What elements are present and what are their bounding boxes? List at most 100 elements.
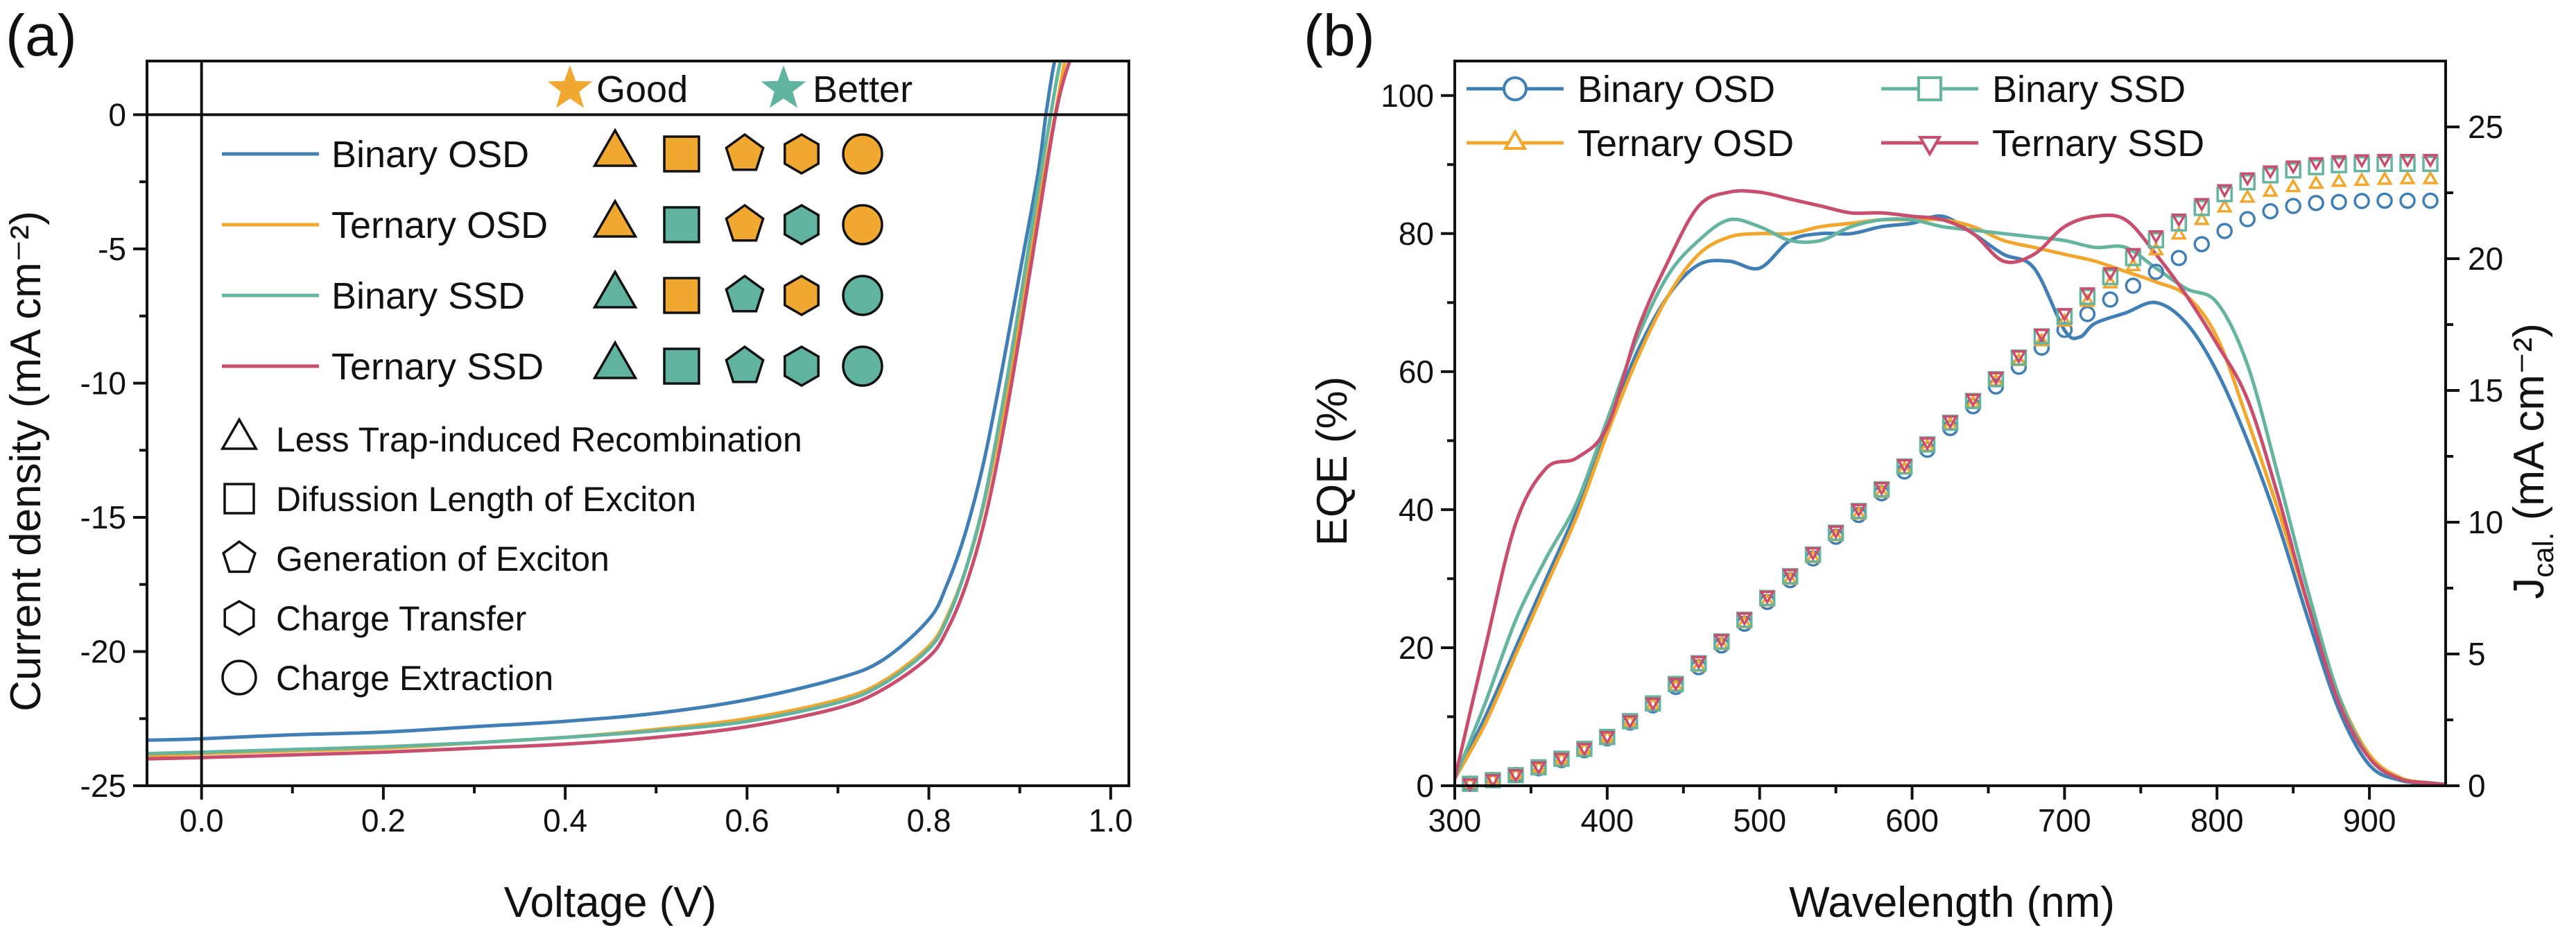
good-key-label: Good <box>596 69 688 110</box>
eqe-curve-3 <box>1453 189 2446 786</box>
jcal-point-3 <box>2239 172 2256 187</box>
b-legend-marker-2 <box>1917 76 1942 101</box>
jcal-point-3 <box>2125 248 2142 262</box>
panel-b-jcal-markers <box>1462 153 2439 793</box>
b-y2-tick-label: 20 <box>2468 241 2503 277</box>
note-pentagon: Generation of Exciton <box>276 540 610 578</box>
panel-b-eqe-lines <box>1453 189 2446 786</box>
b-y2-tick-label: 5 <box>2468 636 2486 672</box>
jcal-point-3 <box>1530 761 1547 776</box>
jcal-point-2 <box>2193 200 2210 216</box>
jcal-point-0 <box>2376 192 2393 209</box>
b-x-tick-label: 300 <box>1428 802 1482 838</box>
jcal-point-2 <box>2079 289 2096 305</box>
jcal-point-0 <box>2239 211 2256 227</box>
jcal-point-3 <box>2033 329 2050 343</box>
panel-a-legend: Good Better Binary OSD Ternary OSD Binary SS… <box>220 65 913 698</box>
jcal-point-0 <box>2102 291 2119 308</box>
triangle-status-marker <box>592 198 638 238</box>
jcal-point-3 <box>1873 481 1890 497</box>
jcal-point-3 <box>1804 547 1822 562</box>
legend-label-series-3: Ternary SSD <box>331 346 544 388</box>
triangle-status-marker <box>592 128 638 167</box>
jcal-point-0 <box>2216 223 2233 239</box>
jv-curve-3 <box>147 61 1072 761</box>
b-y2-tick-label: 15 <box>2468 372 2503 408</box>
panel-a-jv-chart: (a) 0.0 0.2 0.4 0.6 0.8 1.0 0 -5 -10 -15 -20 -25 Cu… <box>2 3 1133 927</box>
legend-label-series-0: Binary OSD <box>331 134 529 175</box>
jcal-point-3 <box>2399 153 2416 169</box>
b-x-tick-label: 400 <box>1580 802 1634 838</box>
jcal-point-2 <box>2262 167 2279 184</box>
jcal-point-0 <box>2147 264 2165 280</box>
jcal-point-1 <box>2308 175 2324 189</box>
pentagon-status-marker <box>725 132 765 171</box>
square-status-marker <box>663 277 700 314</box>
jcal-point-0 <box>2170 250 2188 266</box>
b-legend-label-series-1: Ternary OSD <box>1577 123 1794 164</box>
circle-icon <box>221 660 257 696</box>
square-icon <box>223 483 255 515</box>
y2-label-unit: (mA cm⁻²) <box>2505 323 2553 532</box>
note-triangle: Less Trap-induced Recombination <box>276 420 802 459</box>
x-tick-label: 0.0 <box>180 802 224 838</box>
y-tick-label: -10 <box>80 365 126 401</box>
jcal-point-1 <box>2262 182 2279 197</box>
jcal-point-1 <box>2079 293 2096 307</box>
b-y2-tick-label: 0 <box>2468 768 2486 804</box>
jcal-point-1 <box>2239 189 2256 203</box>
jcal-point-1 <box>2193 211 2210 225</box>
eqe-curve-2 <box>1453 217 2446 786</box>
panel-a-axes: 0.0 0.2 0.4 0.6 0.8 1.0 0 -5 -10 -15 -20 -25 <box>80 60 1133 838</box>
panel-label-a: (a) <box>6 3 77 68</box>
pentagon-icon <box>222 540 257 574</box>
better-key-label: Better <box>813 69 913 110</box>
jcal-point-3 <box>1507 769 1524 784</box>
jcal-point-2 <box>2125 250 2142 266</box>
jcal-point-0 <box>2285 198 2301 214</box>
jcal-point-3 <box>2147 230 2165 245</box>
jcal-point-0 <box>2125 277 2142 294</box>
jcal-point-3 <box>1553 752 1570 767</box>
x-tick-label: 0.4 <box>543 802 587 838</box>
b-x-tick-label: 500 <box>1733 802 1786 838</box>
pentagon-status-marker <box>725 345 765 384</box>
jcal-point-3 <box>1758 590 1776 605</box>
jcal-point-2 <box>2147 232 2165 249</box>
y2-label-symbol: J <box>2505 578 2553 599</box>
b-y-tick-label: 0 <box>1416 768 1434 804</box>
jcal-point-3 <box>2285 160 2301 175</box>
jcal-point-1 <box>2056 312 2073 327</box>
jcal-point-3 <box>2010 350 2028 365</box>
jcal-point-0 <box>2079 306 2096 322</box>
b-x-tick-label: 800 <box>2190 802 2244 838</box>
panel-a-y-axis-label: Current density (mA cm⁻²) <box>2 211 50 712</box>
jcal-point-1 <box>2422 170 2439 184</box>
x-tick-label: 0.6 <box>725 802 769 838</box>
y-tick-label: -25 <box>80 768 126 804</box>
jcal-point-3 <box>2079 287 2096 302</box>
jcal-point-3 <box>2216 184 2233 198</box>
panel-b-y-axis-label: EQE (%) <box>1308 377 1356 546</box>
jcal-point-3 <box>2193 198 2210 212</box>
jcal-point-3 <box>1736 612 1753 627</box>
panel-a-frame <box>146 60 1130 787</box>
jcal-point-1 <box>2376 171 2393 185</box>
b-y-tick-label: 40 <box>1399 492 1434 528</box>
jcal-point-1 <box>2331 173 2347 187</box>
note-square: Difussion Length of Exciton <box>276 480 696 519</box>
jcal-point-0 <box>2353 193 2370 209</box>
triangle-icon <box>220 417 259 450</box>
x-tick-label: 1.0 <box>1089 802 1133 838</box>
jv-curve-0 <box>147 61 1057 742</box>
square-status-marker <box>663 206 700 243</box>
jcal-point-1 <box>2353 171 2370 187</box>
b-x-tick-label: 900 <box>2343 802 2396 838</box>
jcal-point-3 <box>1485 774 1501 789</box>
jcal-point-3 <box>2422 153 2439 169</box>
panel-b-x-axis-label: Wavelength (nm) <box>1789 879 2115 927</box>
hexagon-status-marker <box>784 203 820 246</box>
jcal-point-3 <box>2353 154 2370 169</box>
jcal-point-2 <box>2422 155 2439 172</box>
y-tick-label: -20 <box>80 633 126 669</box>
